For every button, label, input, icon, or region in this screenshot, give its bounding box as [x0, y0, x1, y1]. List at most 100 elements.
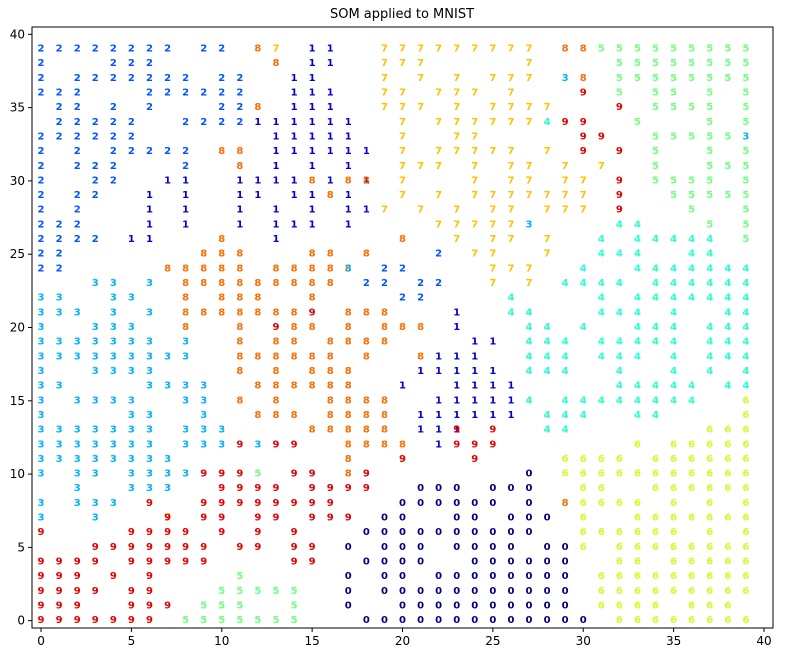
digit-mark: 2	[236, 73, 243, 84]
digit-mark: 9	[580, 131, 587, 142]
digit-mark: 8	[291, 337, 298, 348]
digit-mark: 9	[110, 615, 117, 626]
digit-mark: 8	[345, 425, 352, 436]
digit-mark: 5	[724, 161, 731, 172]
digit-mark: 7	[489, 43, 496, 54]
digit-mark: 2	[92, 117, 99, 128]
digit-mark: 3	[92, 395, 99, 406]
digit-mark: 3	[182, 469, 189, 480]
digit-mark: 6	[616, 527, 623, 538]
digit-mark: 6	[742, 425, 749, 436]
digit-mark: 5	[688, 175, 695, 186]
digit-mark: 0	[471, 498, 478, 509]
digit-mark: 1	[146, 190, 153, 201]
digit-mark: 7	[417, 102, 424, 113]
digit-mark: 7	[435, 43, 442, 54]
digit-mark: 8	[417, 351, 424, 362]
digit-mark: 5	[236, 586, 243, 597]
digit-mark: 3	[74, 498, 81, 509]
digit-mark: 6	[562, 469, 569, 480]
digit-mark: 9	[453, 439, 460, 450]
digit-mark: 7	[489, 102, 496, 113]
digit-mark: 6	[724, 571, 731, 582]
digit-mark: 0	[363, 527, 370, 538]
digit-mark: 8	[363, 395, 370, 406]
digit-mark: 3	[345, 263, 352, 274]
digit-mark: 3	[128, 366, 135, 377]
digit-mark: 3	[38, 337, 45, 348]
digit-mark: 8	[273, 410, 280, 421]
digit-mark: 5	[706, 87, 713, 98]
digit-mark: 9	[56, 601, 63, 612]
digit-mark: 5	[634, 73, 641, 84]
digit-mark: 2	[200, 87, 207, 98]
digit-mark: 9	[164, 527, 171, 538]
digit-mark: 8	[254, 307, 261, 318]
digit-mark: 3	[92, 322, 99, 333]
digit-mark: 7	[435, 146, 442, 157]
digit-mark: 8	[363, 249, 370, 260]
digit-mark: 2	[399, 293, 406, 304]
digit-mark: 2	[182, 146, 189, 157]
digit-mark: 2	[146, 87, 153, 98]
digit-mark: 1	[345, 205, 352, 216]
digit-mark: 6	[724, 483, 731, 494]
digit-mark: 7	[453, 73, 460, 84]
digit-mark: 5	[706, 102, 713, 113]
digit-mark: 4	[688, 395, 695, 406]
digit-mark: 3	[92, 351, 99, 362]
digit-mark: 1	[345, 161, 352, 172]
digit-mark: 1	[273, 219, 280, 230]
digit-mark: 5	[742, 219, 749, 230]
digit-mark: 4	[670, 263, 677, 274]
digit-mark: 4	[526, 337, 533, 348]
digit-mark: 1	[273, 205, 280, 216]
digit-mark: 4	[598, 293, 605, 304]
digit-mark: 6	[742, 571, 749, 582]
digit-mark: 1	[489, 381, 496, 392]
digit-mark: 8	[273, 58, 280, 69]
digit-mark: 4	[544, 425, 551, 436]
digit-mark: 1	[345, 146, 352, 157]
digit-mark: 3	[128, 454, 135, 465]
digit-mark: 9	[471, 454, 478, 465]
digit-mark: 4	[544, 351, 551, 362]
digit-mark: 0	[489, 557, 496, 568]
digit-mark: 0	[544, 571, 551, 582]
digit-mark: 7	[164, 513, 171, 524]
digit-mark: 5	[236, 601, 243, 612]
digit-mark: 7	[381, 58, 388, 69]
digit-mark: 8	[182, 322, 189, 333]
digit-mark: 4	[580, 410, 587, 421]
digit-mark: 0	[417, 615, 424, 626]
digit-mark: 9	[471, 439, 478, 450]
digit-mark: 7	[399, 161, 406, 172]
digit-mark: 0	[489, 601, 496, 612]
digit-mark: 9	[218, 483, 225, 494]
digit-mark: 7	[526, 73, 533, 84]
digit-mark: 9	[363, 483, 370, 494]
digit-mark: 4	[634, 234, 641, 245]
digit-mark: 8	[381, 322, 388, 333]
digit-mark: 9	[92, 615, 99, 626]
digit-mark: 7	[399, 131, 406, 142]
digit-mark: 2	[74, 43, 81, 54]
digit-mark: 1	[399, 381, 406, 392]
digit-mark: 7	[471, 161, 478, 172]
digit-mark: 5	[218, 601, 225, 612]
digit-mark: 2	[92, 161, 99, 172]
digit-mark: 6	[670, 498, 677, 509]
digit-mark: 8	[381, 410, 388, 421]
digit-mark: 7	[471, 117, 478, 128]
digit-mark: 6	[742, 527, 749, 538]
digit-mark: 5	[670, 131, 677, 142]
digit-mark: 4	[724, 351, 731, 362]
digit-mark: 4	[724, 278, 731, 289]
digit-mark: 6	[616, 542, 623, 553]
digit-mark: 2	[110, 175, 117, 186]
digit-mark: 2	[56, 234, 63, 245]
digit-mark: 6	[706, 586, 713, 597]
digit-mark: 7	[526, 117, 533, 128]
digit-mark: 2	[435, 278, 442, 289]
digit-mark: 1	[291, 73, 298, 84]
